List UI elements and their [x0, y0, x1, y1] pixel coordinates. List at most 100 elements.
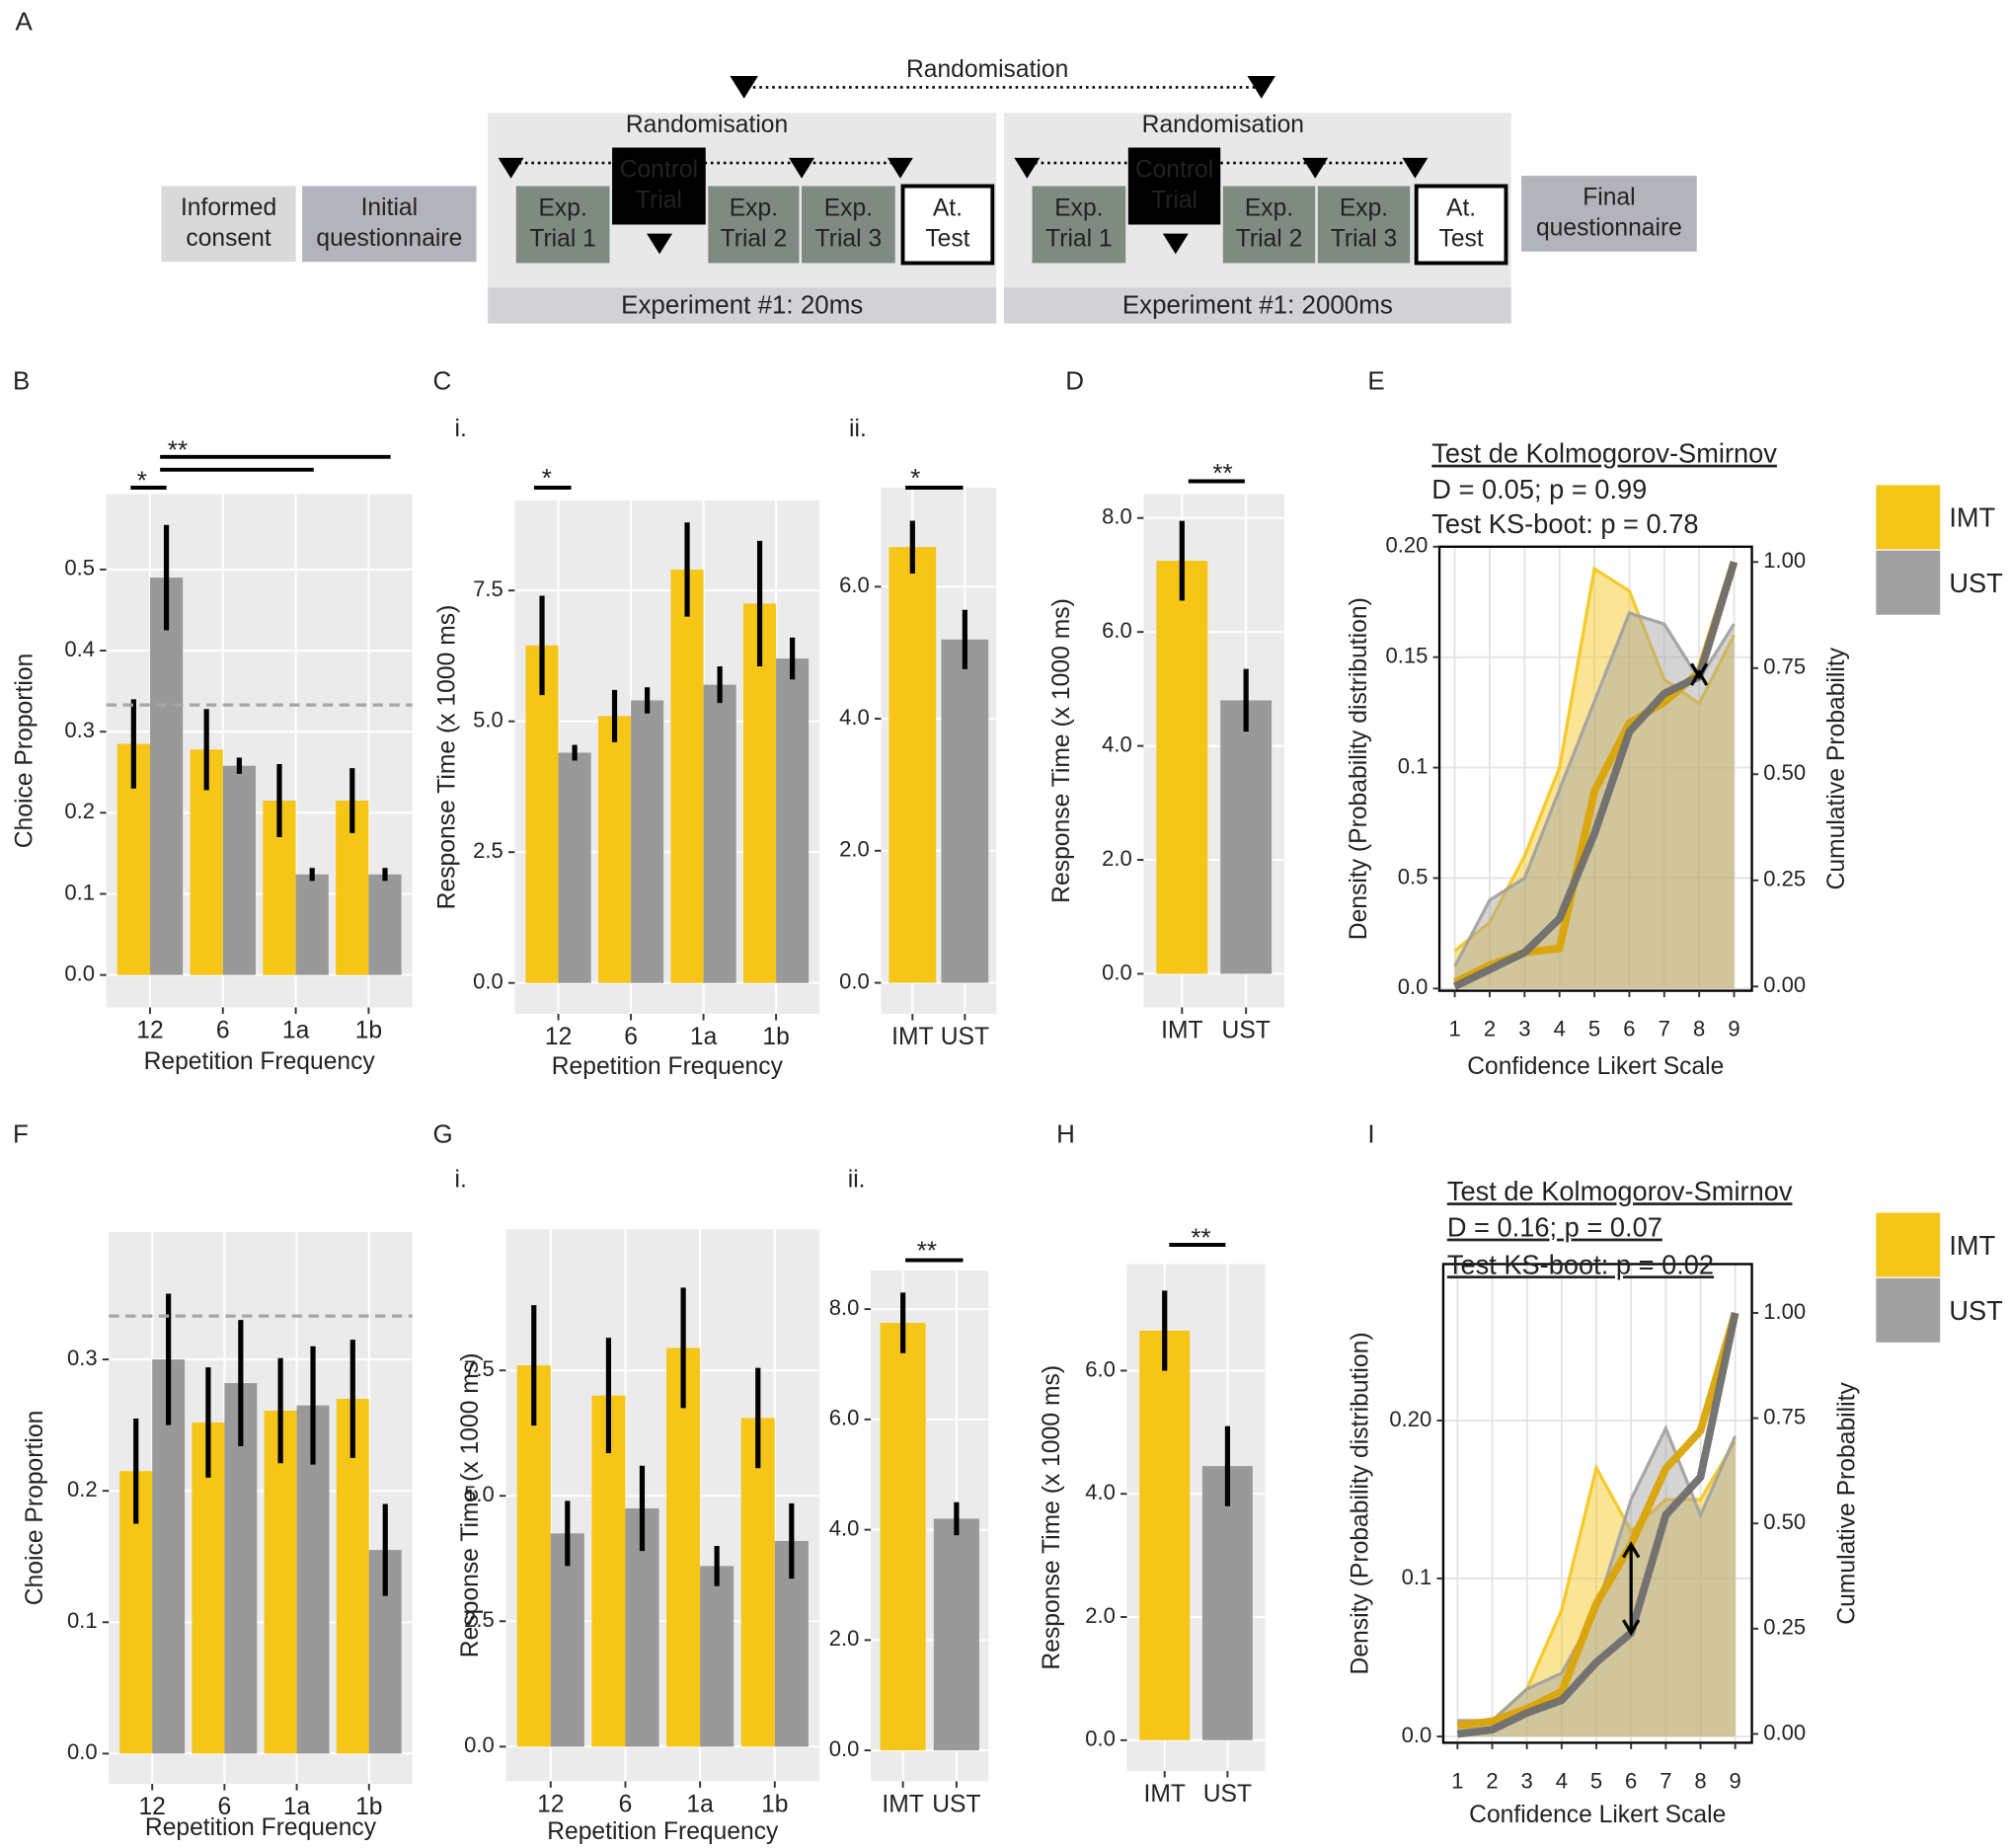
- step-label: questionnaire: [1536, 215, 1682, 242]
- y-tick-label: 0.4: [64, 637, 95, 661]
- x-axis-title: Repetition Frequency: [547, 1818, 779, 1845]
- x-tick-label: 2: [1486, 1769, 1498, 1794]
- legend-label: UST: [1949, 1295, 2003, 1326]
- step-label: Exp.: [824, 194, 873, 221]
- step-label: Trial 1: [1045, 226, 1113, 253]
- y-tick-label: 2.5: [464, 1607, 495, 1632]
- density-outline: [1453, 610, 1736, 967]
- x-tick-label: IMT: [882, 1792, 923, 1818]
- step-box: [1521, 176, 1697, 252]
- panel-label: A: [16, 6, 34, 36]
- triangle: [1302, 157, 1329, 179]
- bar: [631, 700, 664, 983]
- x-tick-label: UST: [941, 1024, 989, 1050]
- y-tick-label: 2.0: [1085, 1603, 1116, 1628]
- x-tick-label: 7: [1660, 1769, 1671, 1794]
- x-tick-label: 6: [1625, 1769, 1637, 1794]
- step-box: [1032, 186, 1126, 264]
- step-label: Informed: [181, 194, 276, 221]
- step-label: At.: [933, 194, 963, 221]
- x-tick-label: 1a: [283, 1794, 311, 1820]
- step-label: Trial 1: [529, 226, 596, 253]
- y-axis-title: Density (Probability distribution): [1347, 1332, 1373, 1674]
- step-label: Test: [1439, 226, 1484, 253]
- y-axis-title: Response Time (x 1000 ms): [434, 605, 461, 910]
- x-tick-label: 6: [1623, 1017, 1635, 1041]
- y-tick-label: 4.0: [829, 1515, 860, 1540]
- y-tick-label: 0.0: [67, 1739, 98, 1764]
- y-tick-label: 0.0: [839, 968, 870, 993]
- x-tick-label: 1a: [282, 1018, 310, 1044]
- step-box: [802, 186, 895, 264]
- y2-tick-label: 0.00: [1763, 1720, 1806, 1744]
- triangle: [730, 75, 758, 99]
- step-label: Trial 2: [721, 226, 788, 253]
- strip: [488, 287, 997, 324]
- density-area: [1457, 1427, 1736, 1736]
- x-tick-label: 6: [216, 1018, 230, 1044]
- bar: [591, 1395, 626, 1747]
- step-box: [1222, 186, 1316, 264]
- step-box: [1317, 186, 1411, 264]
- x-tick-label: IMT: [1161, 1018, 1202, 1044]
- x-axis-title: Repetition Frequency: [552, 1053, 784, 1080]
- panel-label: I: [1367, 1118, 1374, 1148]
- cumulative-line: [1456, 1311, 1739, 1730]
- y-tick-label: 7.5: [464, 1356, 495, 1381]
- plot-border: [1441, 1263, 1753, 1744]
- y-tick-label: 2.0: [1102, 846, 1132, 871]
- x-axis-title: Confidence Likert Scale: [1467, 1053, 1724, 1080]
- step-label: Control: [1135, 156, 1213, 183]
- y2-tick-label: 1.00: [1763, 548, 1806, 573]
- y-tick-label: 0.0: [473, 969, 503, 994]
- bar: [525, 645, 559, 983]
- y-tick-label: 8.0: [829, 1295, 860, 1320]
- step-label: Exp.: [1245, 194, 1293, 221]
- experiment-label: Experiment #1: 20ms: [621, 290, 863, 320]
- randomisation-label: Randomisation: [906, 56, 1068, 83]
- bar: [1139, 1330, 1191, 1740]
- x-tick-label: 6: [624, 1024, 638, 1050]
- cumulative-line: [1456, 1312, 1739, 1738]
- y-tick-label: 0.15: [1385, 644, 1428, 668]
- x-tick-label: 12: [136, 1018, 163, 1044]
- step-box: [515, 186, 610, 264]
- density-area: [1454, 569, 1735, 989]
- step-box: [1414, 184, 1508, 266]
- triangle: [887, 157, 913, 179]
- subpanel-label: i.: [455, 1167, 467, 1194]
- bar: [550, 1533, 584, 1747]
- x-tick-label: 5: [1590, 1769, 1602, 1794]
- y-tick-label: 0.5: [64, 556, 95, 580]
- x-tick-label: 3: [1521, 1769, 1533, 1794]
- y-tick-label: 0.1: [1398, 753, 1429, 778]
- x-tick-label: 3: [1518, 1017, 1530, 1041]
- bar: [558, 752, 591, 983]
- x-axis-title: Repetition Frequency: [145, 1814, 377, 1841]
- step-label: Trial: [1151, 188, 1197, 214]
- test-statistic: Test de Kolmogorov-Smirnov: [1447, 1176, 1793, 1206]
- step-label: Initial: [361, 194, 419, 221]
- legend-swatch: [1876, 1277, 1941, 1343]
- legend-label: IMT: [1949, 502, 1995, 533]
- y-tick-label: 0.2: [64, 799, 95, 823]
- x-tick-label: 12: [545, 1024, 572, 1050]
- y-tick-label: 0.3: [64, 718, 95, 742]
- legend-swatch: [1876, 1212, 1941, 1277]
- x-tick-label: 12: [138, 1794, 165, 1820]
- bar: [264, 1411, 297, 1754]
- step-label: Trial 2: [1236, 226, 1303, 253]
- panel-label: C: [432, 365, 451, 395]
- y-tick-label: 5.0: [473, 708, 503, 732]
- panel-label: D: [1065, 365, 1084, 395]
- y-tick-label: 0.1: [67, 1608, 98, 1633]
- x-tick-label: 4: [1554, 1017, 1566, 1041]
- panel-label: B: [13, 365, 30, 395]
- significance-label: **: [917, 1236, 937, 1266]
- step-label: Control: [620, 156, 698, 183]
- bar: [888, 547, 937, 983]
- x-tick-label: 8: [1693, 1017, 1705, 1041]
- panel-label: F: [13, 1118, 29, 1148]
- triangle: [1247, 75, 1276, 99]
